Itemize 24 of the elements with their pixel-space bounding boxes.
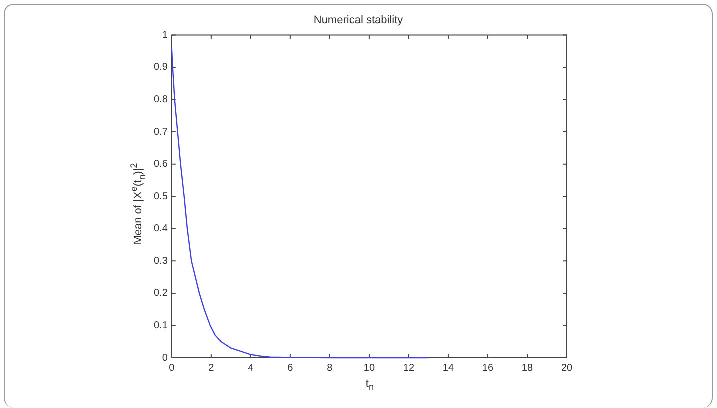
x-tick-label: 14: [442, 362, 454, 374]
y-tick-label: 0.3: [154, 256, 168, 267]
x-tick-label: 4: [248, 362, 254, 374]
y-tick-label: 0.4: [154, 224, 168, 235]
x-tick-label: 10: [364, 362, 376, 374]
y-tick-label: 0.1: [154, 320, 168, 332]
y-tick-label: 0.9: [154, 62, 168, 74]
y-tick-label: 0.5: [154, 191, 168, 202]
x-tick-label: 8: [327, 362, 334, 374]
y-tick-label: 0.7: [154, 126, 168, 138]
x-tick-label: 2: [208, 362, 215, 374]
x-tick-label: 18: [522, 362, 534, 374]
x-tick-label: 0: [169, 362, 176, 374]
x-tick-label: 12: [403, 362, 415, 374]
y-tick-label: 0: [162, 352, 168, 364]
x-tick-label: 6: [288, 362, 294, 374]
chart-title: Numerical stability: [314, 14, 404, 27]
y-tick-label: 0.8: [154, 94, 168, 106]
y-tick-label: 0.6: [154, 159, 168, 170]
y-tick-label: 1: [162, 30, 168, 41]
x-tick-label: 16: [482, 362, 494, 374]
y-tick-label: 0.2: [154, 288, 168, 300]
x-axis-title: t$_{n}$: [366, 378, 374, 392]
x-tick-label: 20: [561, 362, 573, 374]
